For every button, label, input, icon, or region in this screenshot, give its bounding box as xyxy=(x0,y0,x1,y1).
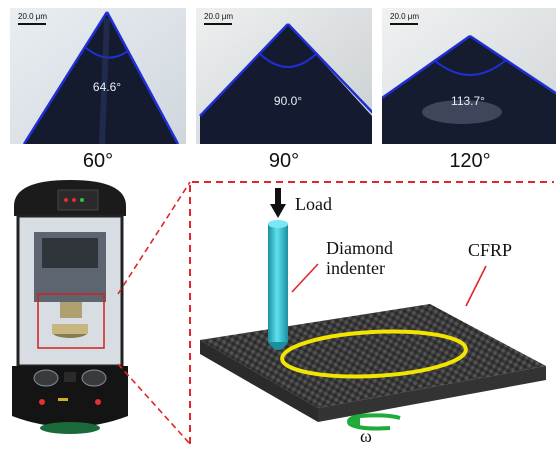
load-label: Load xyxy=(295,194,332,214)
indenter-top xyxy=(268,220,288,228)
scale-bar-line xyxy=(204,23,232,25)
measured-angle: 113.7° xyxy=(451,94,485,108)
micrograph-60: 20.0 μm 64.6° xyxy=(10,8,186,144)
cfrp-plate-top xyxy=(200,304,546,408)
scale-bar: 20.0 μm xyxy=(390,12,419,25)
scale-bar: 20.0 μm xyxy=(204,12,233,25)
load-arrow-shaft xyxy=(275,188,281,206)
micrograph-120: 20.0 μm 113.7° xyxy=(382,8,556,144)
micrograph-90-image xyxy=(196,8,372,144)
rotation-label: ω xyxy=(360,426,372,446)
rotation-arrow-head xyxy=(348,414,360,428)
indenter-tip xyxy=(268,342,288,350)
micrograph-90: 20.0 μm 90.0° xyxy=(196,8,372,144)
scale-bar-line xyxy=(390,23,418,25)
indenter-body xyxy=(268,224,288,342)
scratch-track xyxy=(280,329,468,379)
micrograph-60-image xyxy=(10,8,186,144)
cfrp-leader xyxy=(465,265,487,307)
scale-bar: 20.0 μm xyxy=(18,12,47,25)
measured-angle: 64.6° xyxy=(92,80,122,94)
angle-caption-60: 60° xyxy=(82,150,114,172)
scale-bar-label: 20.0 μm xyxy=(204,12,234,21)
scale-bar-line xyxy=(18,23,46,25)
angle-caption-120: 120° xyxy=(449,150,491,172)
instrument-illustration xyxy=(8,176,132,444)
indenter-label-line2: indenter xyxy=(326,258,385,278)
cfrp-plate-front xyxy=(200,340,318,422)
angle-caption-90: 90° xyxy=(268,150,300,172)
load-arrow-head xyxy=(270,204,286,218)
instrument-photo xyxy=(8,176,132,444)
cfrp-label: CFRP xyxy=(468,240,513,260)
measured-angle: 90.0° xyxy=(273,94,303,108)
micrograph-120-image xyxy=(382,8,556,144)
scale-bar-label: 20.0 μm xyxy=(18,12,48,21)
indenter-leader xyxy=(291,263,319,293)
indentation-schematic xyxy=(200,188,546,431)
indenter-label-line1: Diamond xyxy=(326,238,393,258)
indenter-label: Diamond indenter xyxy=(326,238,393,278)
cfrp-plate-side xyxy=(318,366,546,422)
scale-bar-label: 20.0 μm xyxy=(390,12,420,21)
